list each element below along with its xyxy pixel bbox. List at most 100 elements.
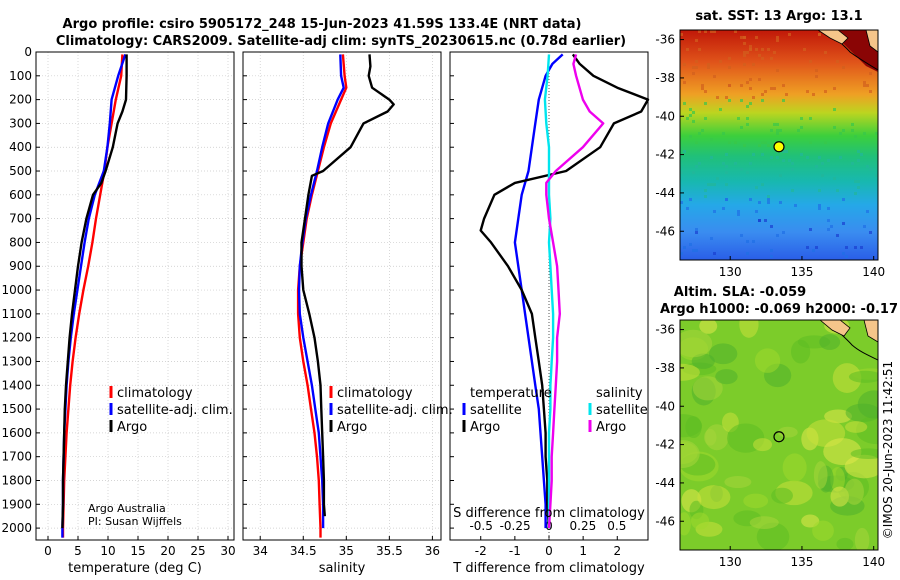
sla-map-title-line2: Argo h1000: -0.069 h2000: -0.17 bbox=[660, 302, 898, 317]
x-tick-label: 0 bbox=[545, 544, 553, 558]
sla-blob bbox=[830, 486, 849, 507]
sst-pixel bbox=[752, 63, 755, 66]
sla-blob bbox=[704, 428, 717, 446]
map-y-tick-label: -46 bbox=[655, 514, 675, 528]
sst-pixel bbox=[767, 195, 770, 198]
sst-pixel bbox=[725, 165, 728, 168]
s-tick-label: -0.25 bbox=[500, 519, 531, 533]
x-tick-label: 35 bbox=[339, 544, 354, 558]
sla-blob bbox=[743, 493, 769, 509]
sst-pixel bbox=[746, 117, 749, 120]
sst-pixel bbox=[704, 189, 707, 192]
sst-pixel bbox=[806, 90, 809, 93]
sst-pixel bbox=[761, 183, 764, 186]
sst-pixel bbox=[701, 129, 704, 132]
sst-pixel bbox=[713, 252, 716, 255]
map-y-tick-label: -42 bbox=[655, 438, 675, 452]
sst-pixel bbox=[863, 81, 866, 84]
sst-pixel bbox=[833, 126, 836, 129]
sst-pixel bbox=[776, 156, 779, 159]
sst-pixel bbox=[683, 246, 686, 249]
sst-pixel bbox=[833, 108, 836, 111]
sst-pixel bbox=[758, 201, 761, 204]
legend-climatology-label: climatology bbox=[117, 386, 193, 401]
y-tick-label: 300 bbox=[9, 116, 32, 130]
x-tick-label: 2 bbox=[613, 544, 621, 558]
sla-axes: 130 135 140 -36 -38 -40 -42 -44 -46 bbox=[655, 323, 885, 569]
sst-pixel bbox=[707, 63, 710, 66]
sst-pixel bbox=[761, 93, 764, 96]
sst-pixel bbox=[701, 84, 704, 87]
x-tick-label: 10 bbox=[100, 544, 115, 558]
diff-legend-salinity-title: salinity bbox=[596, 386, 643, 401]
sst-pixel bbox=[770, 87, 773, 90]
sst-pixel bbox=[824, 141, 827, 144]
sst-pixel bbox=[782, 231, 785, 234]
sst-pixel bbox=[875, 132, 878, 135]
sst-pixel bbox=[800, 126, 803, 129]
sst-pixel bbox=[842, 129, 845, 132]
y-tick-label: 1500 bbox=[1, 402, 32, 416]
series-climatology bbox=[61, 54, 124, 538]
sst-pixel bbox=[833, 87, 836, 90]
sst-pixel bbox=[857, 150, 860, 153]
sst-pixel bbox=[713, 183, 716, 186]
sla-blob bbox=[777, 426, 798, 438]
sst-pixel bbox=[836, 189, 839, 192]
sst-land-east bbox=[865, 30, 878, 53]
y-tick-label: 2000 bbox=[1, 521, 32, 535]
sst-pixel bbox=[680, 201, 683, 204]
sst-pixel bbox=[698, 30, 701, 33]
sst-pixel bbox=[725, 96, 728, 99]
sst-pixel bbox=[722, 207, 725, 210]
sst-pixel bbox=[701, 87, 704, 90]
sst-pixel bbox=[851, 123, 854, 126]
y-tick-label: 1700 bbox=[1, 450, 32, 464]
diff-legend-sat-temp-label: satellite bbox=[470, 403, 522, 418]
sla-blob bbox=[832, 363, 862, 393]
y-tick-label: 200 bbox=[9, 93, 32, 107]
y-tick-label: 1600 bbox=[1, 426, 32, 440]
sst-pixel bbox=[695, 60, 698, 63]
sst-pixel bbox=[695, 141, 698, 144]
sst-pixel bbox=[752, 153, 755, 156]
sst-pixel bbox=[743, 54, 746, 57]
x-tick-label: 36 bbox=[425, 544, 440, 558]
sst-pixel bbox=[770, 225, 773, 228]
sla-blob bbox=[819, 334, 841, 350]
sst-pixel bbox=[866, 210, 869, 213]
sla-land bbox=[819, 320, 851, 337]
sla-blob bbox=[848, 370, 878, 383]
sla-blob bbox=[680, 439, 700, 469]
sst-pixel bbox=[818, 204, 821, 207]
sst-pixel bbox=[815, 75, 818, 78]
sst-pixel bbox=[815, 69, 818, 72]
sst-pixel bbox=[776, 69, 779, 72]
sst-pixel bbox=[680, 171, 683, 174]
sst-pixel bbox=[752, 240, 755, 243]
sst-pixel bbox=[746, 51, 749, 54]
sst-pixel bbox=[725, 171, 728, 174]
sst-pixel bbox=[737, 210, 740, 213]
sst-pixel bbox=[695, 165, 698, 168]
temperature-panel: 0 5 10 15 20 25 30 temperature (deg C) 0 100 200 30… bbox=[1, 45, 235, 576]
sst-pixel bbox=[728, 57, 731, 60]
sla-blob bbox=[756, 522, 790, 550]
difference-panel: -2 -1 0 1 2 T difference from climatology -0.5… bbox=[449, 51, 650, 576]
y-tick-label: 1900 bbox=[1, 497, 32, 511]
map-y-tick-label: -36 bbox=[655, 33, 675, 47]
sla-blob bbox=[824, 409, 853, 424]
sst-pixel bbox=[713, 210, 716, 213]
sla-blob bbox=[813, 461, 828, 489]
sla-blob bbox=[691, 353, 715, 369]
sst-pixel bbox=[806, 156, 809, 159]
x-tick-label: 15 bbox=[130, 544, 145, 558]
sla-blob bbox=[715, 369, 738, 385]
sst-pixel bbox=[773, 51, 776, 54]
sla-blob bbox=[685, 416, 702, 439]
sst-pixel bbox=[749, 87, 752, 90]
sst-pixel bbox=[740, 126, 743, 129]
sst-pixel bbox=[803, 48, 806, 51]
sst-pixel bbox=[797, 129, 800, 132]
sla-blob bbox=[845, 421, 868, 433]
